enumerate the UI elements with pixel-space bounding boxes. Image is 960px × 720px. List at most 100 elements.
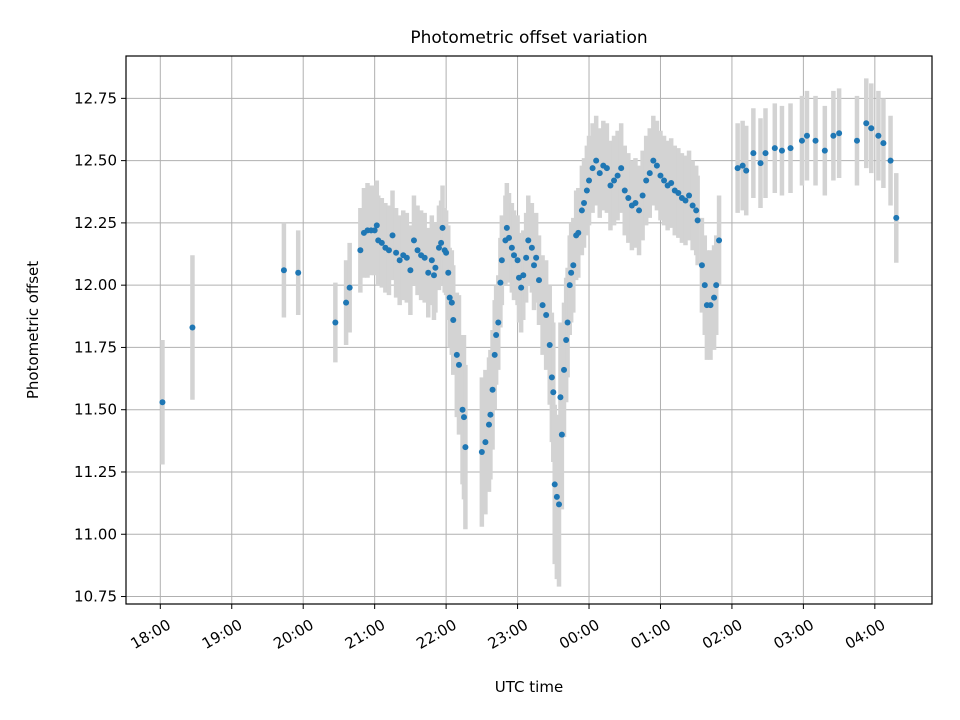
data-point (410, 237, 417, 244)
data-point (531, 262, 538, 269)
y-tick-label: 12.75 (74, 89, 117, 107)
data-point (611, 177, 618, 184)
data-point (373, 222, 380, 229)
data-point (546, 341, 553, 348)
data-point (803, 132, 810, 139)
data-point (682, 197, 689, 204)
y-axis: 10.75 11.00 11.25 11.50 11.75 12.00 12.25 12.50… (74, 89, 126, 606)
plot-frame (125, 55, 933, 605)
data-point (618, 165, 625, 172)
data-point (520, 272, 527, 279)
data-point (280, 267, 287, 274)
data-point (556, 501, 563, 508)
data-point (614, 172, 621, 179)
data-point (563, 336, 570, 343)
data-point (432, 264, 439, 271)
data-point (510, 252, 517, 259)
data-point (558, 431, 565, 438)
data-point (868, 125, 875, 132)
chart-title: Photometric offset variation (410, 28, 647, 48)
x-tick-label: 00:00 (556, 616, 602, 653)
data-point (407, 267, 414, 274)
data-point (443, 249, 450, 256)
data-point (491, 351, 498, 358)
y-tick-label: 11.50 (74, 401, 117, 419)
x-tick-label: 22:00 (413, 616, 459, 653)
data-point (550, 389, 557, 396)
data-point (346, 284, 353, 291)
data-point (632, 199, 639, 206)
data-point (701, 282, 708, 289)
data-point (875, 132, 882, 139)
data-point (478, 449, 485, 456)
data-point (887, 157, 894, 164)
data-point (880, 140, 887, 147)
grid (126, 56, 932, 604)
y-tick-label: 12.00 (74, 276, 117, 294)
data-point (295, 269, 302, 276)
x-tick-label: 02:00 (699, 616, 745, 653)
data-point (428, 257, 435, 264)
data-point (485, 421, 492, 428)
data-point (675, 190, 682, 196)
data-point (523, 254, 530, 261)
data-point (421, 254, 428, 261)
data-point (639, 192, 646, 199)
data-point (739, 162, 746, 169)
data-point (561, 366, 568, 373)
data-point (581, 199, 588, 206)
data-point (332, 319, 339, 326)
data-point (653, 162, 660, 169)
data-point (446, 294, 453, 301)
data-point (543, 312, 550, 319)
data-point (798, 137, 805, 144)
data-point (568, 269, 575, 276)
data-point (668, 180, 675, 187)
data-point (505, 234, 512, 241)
y-tick-label: 11.75 (74, 338, 117, 356)
data-point (650, 157, 657, 164)
data-point (596, 170, 603, 177)
data-points (159, 120, 900, 508)
data-point (771, 145, 778, 152)
data-point (371, 227, 378, 234)
data-point (528, 244, 535, 251)
x-tick-label: 03:00 (771, 616, 817, 653)
data-point (578, 207, 585, 214)
data-point (539, 302, 546, 309)
data-point (643, 177, 650, 184)
x-tick-label: 18:00 (127, 616, 173, 653)
data-point (853, 137, 860, 144)
data-point (586, 177, 593, 184)
data-point (716, 237, 723, 244)
x-tick-label: 23:00 (485, 616, 531, 653)
data-point (711, 294, 718, 301)
data-point (787, 145, 794, 152)
data-point (743, 167, 750, 174)
data-point (734, 165, 741, 172)
data-point (583, 187, 590, 194)
data-point (713, 282, 720, 289)
data-point (489, 386, 496, 393)
y-tick-label: 11.00 (74, 525, 117, 543)
data-point (482, 439, 489, 446)
data-point (450, 317, 457, 324)
data-point (453, 351, 460, 358)
data-point (693, 207, 700, 214)
data-point (189, 324, 196, 331)
data-point (836, 130, 843, 137)
data-point (439, 224, 446, 231)
data-point (459, 406, 466, 413)
data-point (757, 160, 764, 167)
data-point (821, 147, 828, 154)
data-point (750, 150, 757, 157)
data-point (689, 202, 696, 209)
data-point (762, 150, 769, 157)
data-point (536, 277, 543, 284)
data-point (396, 257, 403, 264)
data-point (518, 284, 525, 291)
data-point (812, 137, 819, 144)
data-point (495, 319, 502, 326)
data-point (430, 272, 437, 279)
data-point (570, 262, 577, 269)
